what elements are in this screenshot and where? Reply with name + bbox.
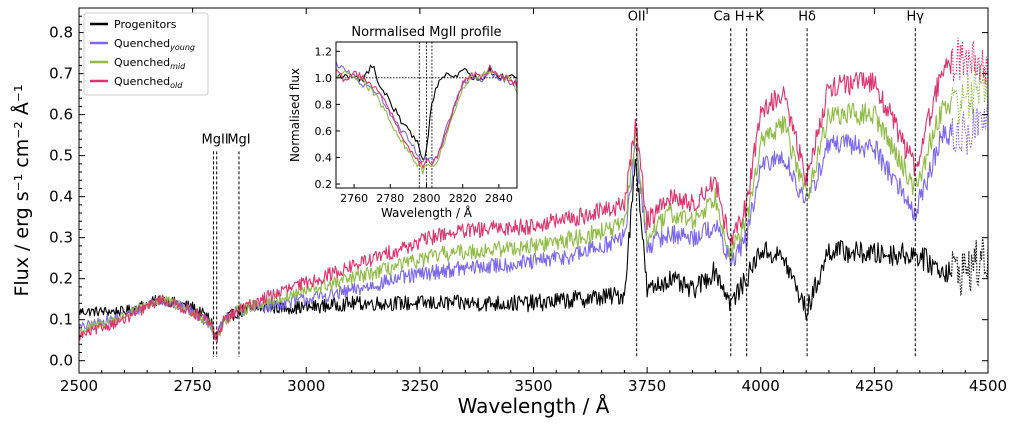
legend-box	[83, 12, 209, 96]
inset-series-line	[335, 63, 518, 170]
inset-background	[336, 42, 517, 188]
spectral-line-label: MgII	[202, 132, 229, 147]
x-tick-label: 3250	[401, 377, 439, 395]
legend-label-text: Quenched	[114, 37, 170, 50]
legend-label-subscript: old	[170, 81, 183, 90]
legend-label: Quenchedyoung	[114, 37, 195, 52]
x-tick-label: 4500	[969, 377, 1007, 395]
y-tick-label: 0.6	[49, 106, 73, 124]
legend: ProgenitorsQuenchedyoungQuenchedmidQuenc…	[83, 12, 209, 96]
y-tick-label: 0.1	[49, 311, 73, 329]
inset-x-tick-label: 2800	[413, 192, 441, 205]
series-line-dotted	[951, 237, 989, 297]
series-group	[78, 37, 989, 343]
y-axis: 0.0 0.1 0.2 0.3 0.4 0.5 0.6 0.7 0.8 Flux / erg s⁻…	[10, 15, 988, 370]
series-line	[78, 51, 953, 343]
x-tick-label: 3750	[628, 377, 666, 395]
spectral-line-label: Hγ	[907, 9, 925, 24]
x-tick-label: 2750	[174, 377, 212, 395]
inset-x-tick-label: 2760	[340, 192, 368, 205]
legend-label: Quenchedold	[114, 75, 183, 90]
x-tick-label: 4250	[855, 377, 893, 395]
x-axis-label: Wavelength / Å	[458, 394, 610, 418]
y-axis-label: Flux / erg s⁻¹ cm⁻² Å⁻¹	[10, 84, 33, 296]
legend-label-subscript: mid	[170, 62, 186, 71]
inset-x-tick-label: 2840	[485, 192, 513, 205]
inset-x-tick-label: 2780	[376, 192, 404, 205]
inset-y-tick-label: 0.4	[315, 151, 333, 164]
inset-title: Normalised MgII profile	[351, 25, 501, 40]
inset-x-tick-label: 2820	[449, 192, 477, 205]
inset-x-axis-label: Wavelength / Å	[381, 205, 473, 220]
series-line-dotted	[951, 95, 989, 156]
y-tick-label: 0.8	[49, 24, 73, 42]
y-tick-label: 0.0	[49, 352, 73, 370]
legend-label-subscript: young	[169, 43, 195, 52]
legend-label: Quenchedmid	[114, 56, 186, 71]
inset-y-tick-label: 1.2	[315, 45, 333, 58]
y-tick-label: 0.4	[49, 188, 73, 206]
y-tick-label: 0.5	[49, 147, 73, 165]
x-tick-label: 4000	[742, 377, 780, 395]
x-tick-label: 3500	[514, 377, 552, 395]
inset-y-tick-label: 1.0	[315, 72, 333, 85]
spectral-line-label: OII	[628, 9, 646, 24]
legend-label: Progenitors	[114, 18, 177, 31]
x-tick-label: 3000	[287, 377, 325, 395]
x-axis: 2500 2750 3000 3250 3500 3750 4000 4250 4500 Wave…	[60, 8, 1007, 418]
spectral-line-label: Ca H+K	[714, 9, 765, 24]
inset-y-tick-label: 0.6	[315, 125, 333, 138]
inset-y-axis-label: Normalised flux	[288, 68, 302, 162]
inset-y-tick-label: 0.8	[315, 98, 333, 111]
plot-frame	[78, 7, 989, 374]
y-tick-label: 0.7	[49, 65, 73, 83]
series-line-dotted	[951, 65, 989, 125]
spectral-line-label: MgI	[227, 132, 250, 147]
series-line-dotted	[951, 37, 989, 90]
y-tick-label: 0.2	[49, 270, 73, 288]
spectral-line-label: Hδ	[798, 9, 816, 24]
legend-label-text: Quenched	[114, 75, 170, 88]
legend-label-text: Progenitors	[114, 18, 177, 31]
legend-label-text: Quenched	[114, 56, 170, 69]
x-tick-label: 2500	[60, 377, 98, 395]
y-tick-label: 0.3	[49, 229, 73, 247]
inset-y-tick-label: 0.2	[315, 178, 333, 191]
inset-chart: 2760 2780 2800 2820 2840 0.2 0.4 0.6 0.8 1.0 1.2 No…	[288, 25, 518, 220]
